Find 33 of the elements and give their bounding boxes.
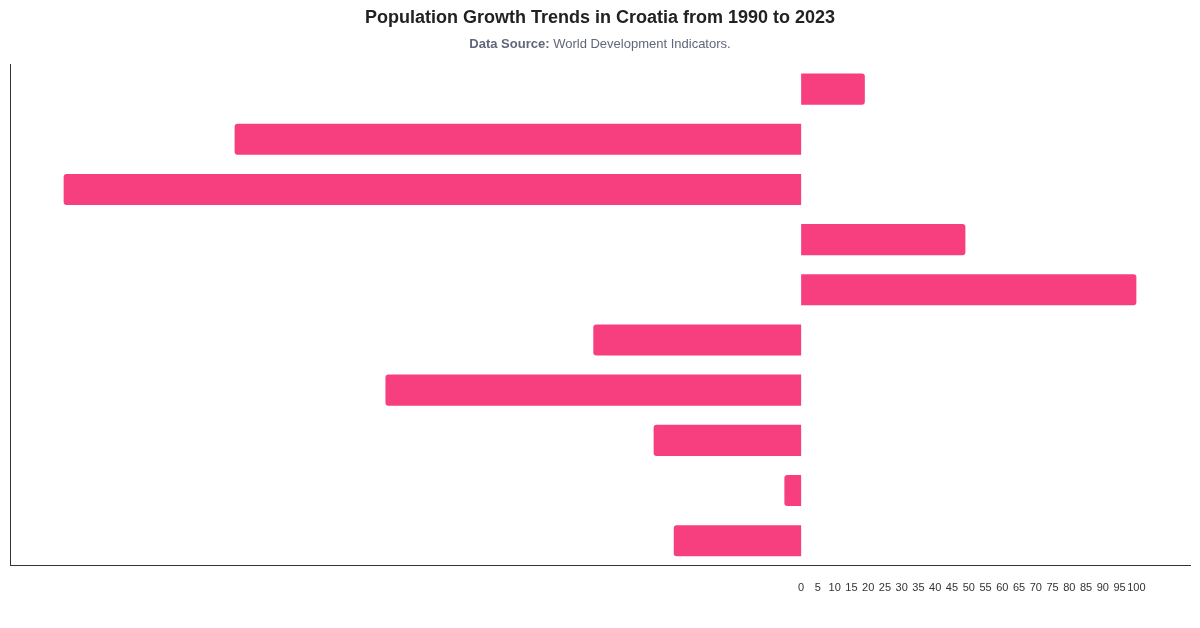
x-tick-label: 85 — [1079, 581, 1093, 594]
x-tick-label: 60 — [996, 581, 1009, 594]
bar — [63, 173, 802, 206]
x-tick-label: 25 — [878, 581, 892, 594]
chart-title: Population Growth Trends in Croatia from 1990 to 2023 — [363, 6, 837, 28]
x-tick-label: 40 — [929, 581, 942, 594]
bar — [801, 274, 1137, 306]
x-tick-label: 100 — [1127, 581, 1146, 594]
x-tick-label: 50 — [962, 581, 975, 594]
bar — [653, 424, 802, 456]
bar — [385, 374, 802, 406]
x-tick-label: 5 — [814, 581, 821, 594]
chart-subtitle: Data Source: World Development Indicators. — [469, 36, 731, 51]
bar — [593, 324, 802, 356]
x-tick-label: 75 — [1046, 581, 1059, 594]
x-tick-label: 30 — [895, 581, 908, 594]
x-tick-label: 15 — [845, 581, 858, 594]
x-tick-label: 95 — [1113, 581, 1126, 594]
x-tick-label: 65 — [1012, 581, 1026, 594]
x-tick-label: 20 — [862, 581, 875, 594]
x-tick-label: 90 — [1096, 581, 1109, 594]
x-tick-label: 55 — [979, 581, 992, 594]
bar — [801, 224, 966, 256]
x-tick-label: 45 — [945, 581, 959, 594]
bar — [673, 525, 802, 557]
x-tick-label: 10 — [828, 581, 841, 594]
bar — [801, 73, 865, 105]
x-tick-label: 80 — [1063, 581, 1076, 594]
bar — [234, 123, 802, 155]
x-tick-label: 35 — [912, 581, 925, 594]
x-tick-label: 70 — [1029, 581, 1042, 594]
x-tick-label: 0 — [798, 581, 805, 594]
bar — [784, 474, 802, 507]
